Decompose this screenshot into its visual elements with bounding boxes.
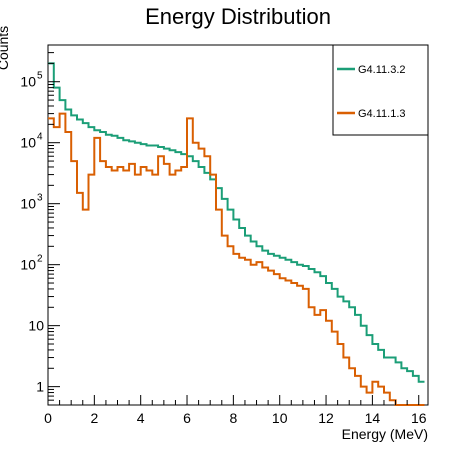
series-line-g4-11-1-3 <box>48 112 425 406</box>
plot-frame <box>47 44 429 406</box>
legend-label-g4-11-1-3: G4.11.1.3 <box>358 108 406 120</box>
y-tick-label: 10 <box>20 74 36 90</box>
x-axis-label: Energy (MeV) <box>342 426 428 442</box>
x-tick-label: 8 <box>229 410 237 426</box>
legend-label-g4-11-3-2: G4.11.3.2 <box>358 64 406 76</box>
x-tick-label: 14 <box>365 410 381 426</box>
legend-box <box>332 44 429 136</box>
y-tick-label: 10 <box>20 257 36 273</box>
y-axis-label: Counts <box>0 26 11 70</box>
x-tick-label: 16 <box>411 410 427 426</box>
x-tick-label: 0 <box>44 410 52 426</box>
y-tick-label: 10 <box>20 196 36 212</box>
series-layer <box>48 62 425 406</box>
y-tick-exponent: 3 <box>37 193 43 204</box>
legend: G4.11.3.2 G4.11.1.3 <box>332 44 429 136</box>
x-tick-label: 2 <box>90 410 98 426</box>
series-line-g4-11-3-2 <box>48 62 425 383</box>
y-tick-label: 10 <box>28 318 44 334</box>
x-tick-label: 10 <box>272 410 288 426</box>
y-tick-exponent: 4 <box>37 132 43 143</box>
y-tick-label: 10 <box>20 135 36 151</box>
y-tick-exponent: 5 <box>37 71 43 82</box>
chart-title: Energy Distribution <box>145 4 331 29</box>
x-axis-ticks: 0 2 4 6 8 10 12 14 16 <box>44 395 427 426</box>
y-tick-label: 1 <box>36 379 44 395</box>
x-tick-label: 4 <box>137 410 145 426</box>
x-tick-label: 6 <box>183 410 191 426</box>
x-tick-label: 12 <box>318 410 334 426</box>
y-tick-exponent: 2 <box>37 254 43 265</box>
